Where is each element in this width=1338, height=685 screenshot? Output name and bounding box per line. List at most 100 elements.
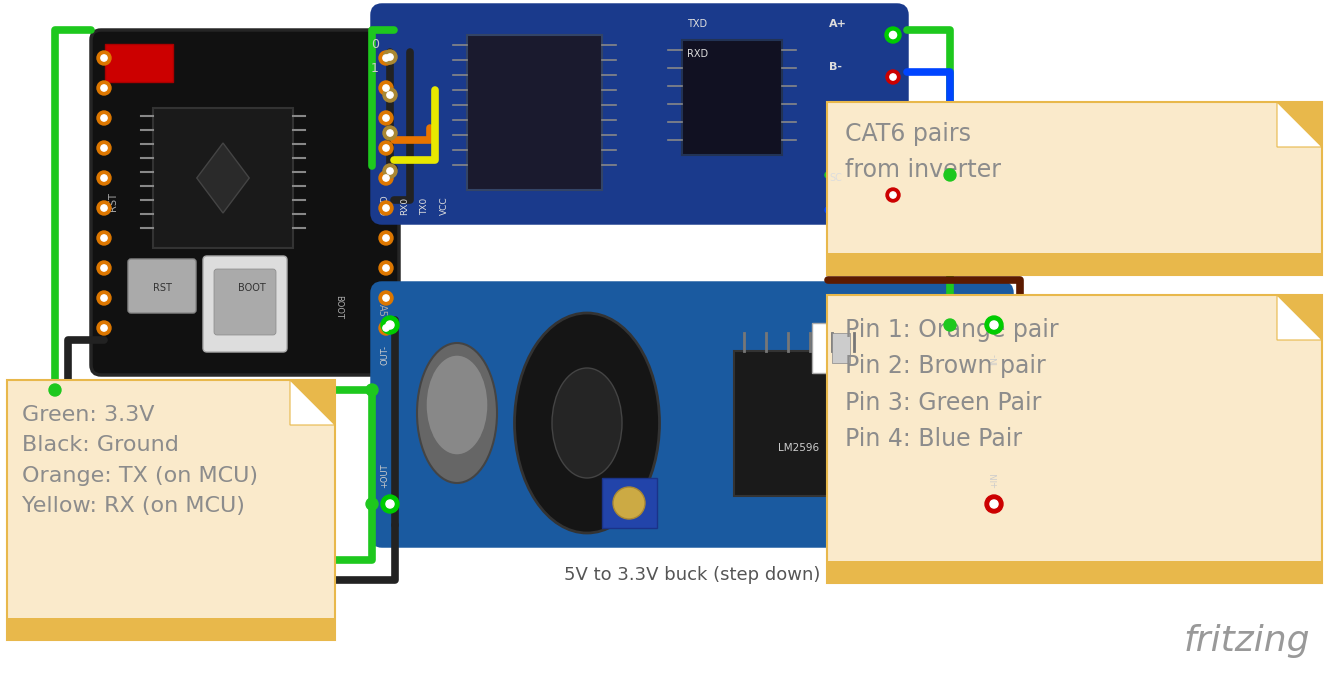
Circle shape — [387, 92, 393, 98]
Circle shape — [379, 171, 393, 185]
Circle shape — [367, 498, 379, 510]
Bar — [153, 108, 293, 248]
Circle shape — [387, 54, 393, 60]
FancyBboxPatch shape — [214, 269, 276, 335]
Circle shape — [945, 319, 955, 331]
Circle shape — [990, 321, 998, 329]
Ellipse shape — [896, 347, 967, 462]
Circle shape — [383, 295, 389, 301]
Text: 5V to 3.3V buck (step down): 5V to 3.3V buck (step down) — [563, 566, 820, 584]
Circle shape — [383, 164, 397, 178]
Circle shape — [945, 169, 955, 181]
Circle shape — [100, 295, 107, 301]
Text: +IN: +IN — [990, 472, 999, 488]
Text: LM2596: LM2596 — [779, 443, 820, 453]
Circle shape — [886, 70, 900, 84]
Circle shape — [96, 111, 111, 125]
Text: TX0: TX0 — [420, 198, 429, 215]
FancyBboxPatch shape — [128, 259, 195, 313]
Circle shape — [387, 130, 393, 136]
Ellipse shape — [515, 313, 660, 533]
Text: RST: RST — [108, 192, 118, 212]
Circle shape — [379, 291, 393, 305]
Text: CAT6 pairs
from inverter: CAT6 pairs from inverter — [846, 122, 1001, 182]
Circle shape — [383, 325, 389, 331]
Text: BOOT: BOOT — [238, 283, 266, 293]
Circle shape — [379, 321, 393, 335]
Circle shape — [890, 192, 896, 198]
Text: RXD: RXD — [686, 49, 708, 59]
Text: Pin 1: Orange pair
Pin 2: Brown pair
Pin 3: Green Pair
Pin 4: Blue Pair: Pin 1: Orange pair Pin 2: Brown pair Pin… — [846, 318, 1058, 451]
Circle shape — [383, 115, 389, 121]
Circle shape — [96, 141, 111, 155]
FancyBboxPatch shape — [372, 283, 1012, 546]
Polygon shape — [1276, 102, 1322, 147]
Circle shape — [96, 201, 111, 215]
Bar — [832, 333, 850, 363]
Circle shape — [383, 126, 397, 140]
Circle shape — [385, 500, 395, 508]
Circle shape — [96, 51, 111, 65]
Bar — [735, 351, 864, 496]
Circle shape — [990, 500, 998, 508]
Circle shape — [100, 325, 107, 331]
Text: TXD: TXD — [686, 19, 706, 29]
Circle shape — [379, 141, 393, 155]
Text: BOOT: BOOT — [334, 295, 343, 319]
Circle shape — [383, 205, 389, 211]
Ellipse shape — [884, 336, 979, 490]
Text: B-: B- — [830, 62, 842, 72]
Circle shape — [96, 81, 111, 95]
Ellipse shape — [553, 368, 622, 478]
Circle shape — [387, 168, 393, 174]
Circle shape — [381, 316, 399, 334]
Circle shape — [985, 316, 1004, 334]
Circle shape — [96, 261, 111, 275]
Circle shape — [96, 231, 111, 245]
Polygon shape — [1276, 102, 1322, 147]
Circle shape — [383, 235, 389, 241]
FancyBboxPatch shape — [372, 5, 907, 223]
Circle shape — [383, 55, 389, 61]
Text: Green: 3.3V
Black: Ground
Orange: TX (on MCU)
Yellow: RX (on MCU): Green: 3.3V Black: Ground Orange: TX (on… — [21, 405, 258, 516]
Circle shape — [379, 231, 393, 245]
Text: IN-: IN- — [990, 353, 999, 365]
Circle shape — [381, 495, 399, 513]
Polygon shape — [1276, 295, 1322, 340]
FancyBboxPatch shape — [827, 102, 1322, 275]
Circle shape — [100, 175, 107, 181]
Circle shape — [100, 145, 107, 151]
Circle shape — [100, 55, 107, 61]
Circle shape — [367, 384, 379, 396]
Text: 0: 0 — [371, 38, 379, 51]
Circle shape — [96, 171, 111, 185]
Circle shape — [383, 88, 397, 102]
Circle shape — [890, 32, 896, 38]
Text: OUT-: OUT- — [380, 345, 389, 365]
Polygon shape — [290, 380, 334, 425]
Bar — [827, 561, 1322, 583]
Text: fritzing: fritzing — [1184, 624, 1310, 658]
Text: 1: 1 — [371, 62, 379, 75]
Text: +OUT: +OUT — [380, 463, 389, 488]
Circle shape — [985, 495, 1004, 513]
Circle shape — [383, 265, 389, 271]
Circle shape — [383, 85, 389, 91]
Text: VCC: VCC — [440, 197, 450, 215]
Circle shape — [379, 111, 393, 125]
Text: RST: RST — [153, 283, 171, 293]
Circle shape — [379, 261, 393, 275]
FancyBboxPatch shape — [827, 295, 1322, 583]
Circle shape — [100, 205, 107, 211]
Circle shape — [100, 235, 107, 241]
Bar — [812, 323, 847, 373]
Bar — [7, 618, 334, 640]
Text: A5: A5 — [377, 304, 387, 317]
Circle shape — [383, 175, 389, 181]
Polygon shape — [1276, 295, 1322, 340]
Text: SC: SC — [830, 173, 842, 183]
Circle shape — [884, 27, 900, 43]
Circle shape — [100, 115, 107, 121]
Circle shape — [96, 291, 111, 305]
Circle shape — [96, 321, 111, 335]
